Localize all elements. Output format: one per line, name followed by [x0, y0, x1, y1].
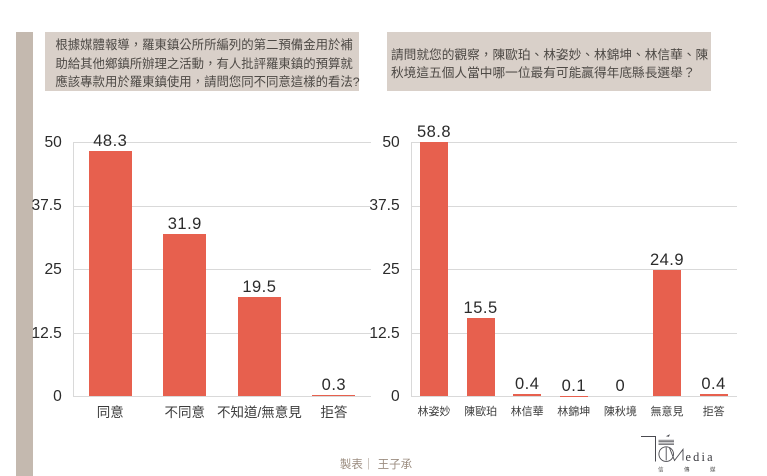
svg-text:edia: edia	[686, 450, 715, 464]
svg-text:信傳媒: 信傳媒	[658, 466, 736, 474]
